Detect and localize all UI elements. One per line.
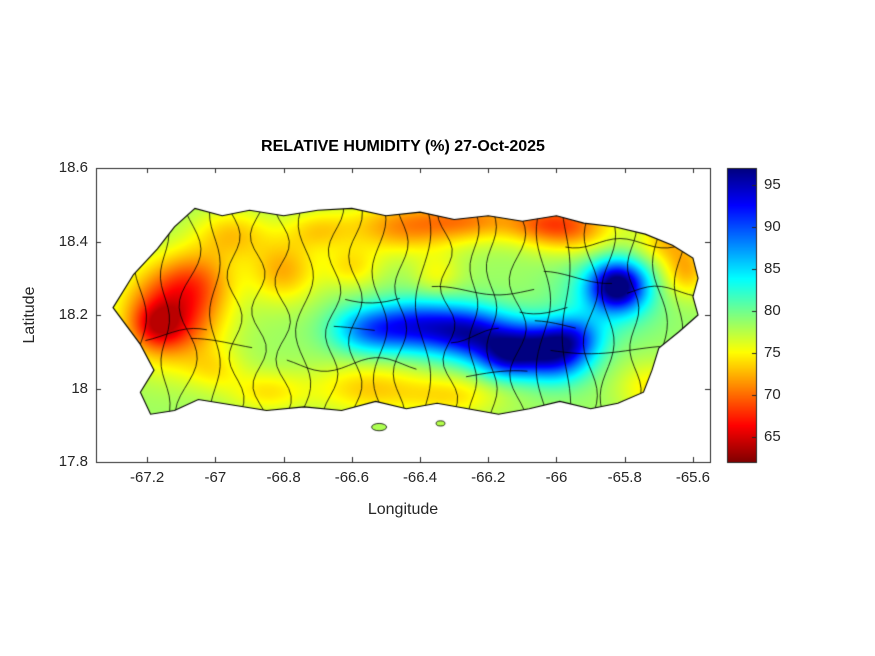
colorbar-tick-label: 75 <box>764 343 781 361</box>
x-tick-label: -66.6 <box>334 469 369 486</box>
colorbar-tick-label: 80 <box>764 301 781 319</box>
x-axis-label: Longitude <box>367 501 439 518</box>
x-tick-label: -67.2 <box>130 469 165 486</box>
colorbar-tick-label: 70 <box>764 385 781 403</box>
x-tick-label: -66.4 <box>402 469 438 486</box>
y-tick-label: 18.4 <box>58 232 88 250</box>
y-tick-label: 18 <box>71 379 88 397</box>
x-tick-label: -65.6 <box>675 469 711 486</box>
colorbar-tick-label: 95 <box>764 175 781 193</box>
x-tick-label: -67 <box>204 469 227 486</box>
x-tick-label: -66.8 <box>266 469 301 486</box>
y-tick-label: 18.6 <box>58 159 88 176</box>
colorbar-tick-label: 90 <box>764 217 781 235</box>
x-tick-label: -66 <box>545 469 568 486</box>
colorbar-tick-label: 65 <box>764 427 781 445</box>
x-tick-label: -66.2 <box>471 469 506 486</box>
y-axis-label: Latitude <box>21 286 38 344</box>
chart-title: RELATIVE HUMIDITY (%) 27-Oct-2025 <box>261 138 545 155</box>
colorbar-tick-label: 85 <box>764 259 781 277</box>
y-tick-label: 18.2 <box>58 306 88 323</box>
y-tick-label: 17.8 <box>58 453 88 470</box>
x-tick-label: -65.8 <box>607 469 642 486</box>
